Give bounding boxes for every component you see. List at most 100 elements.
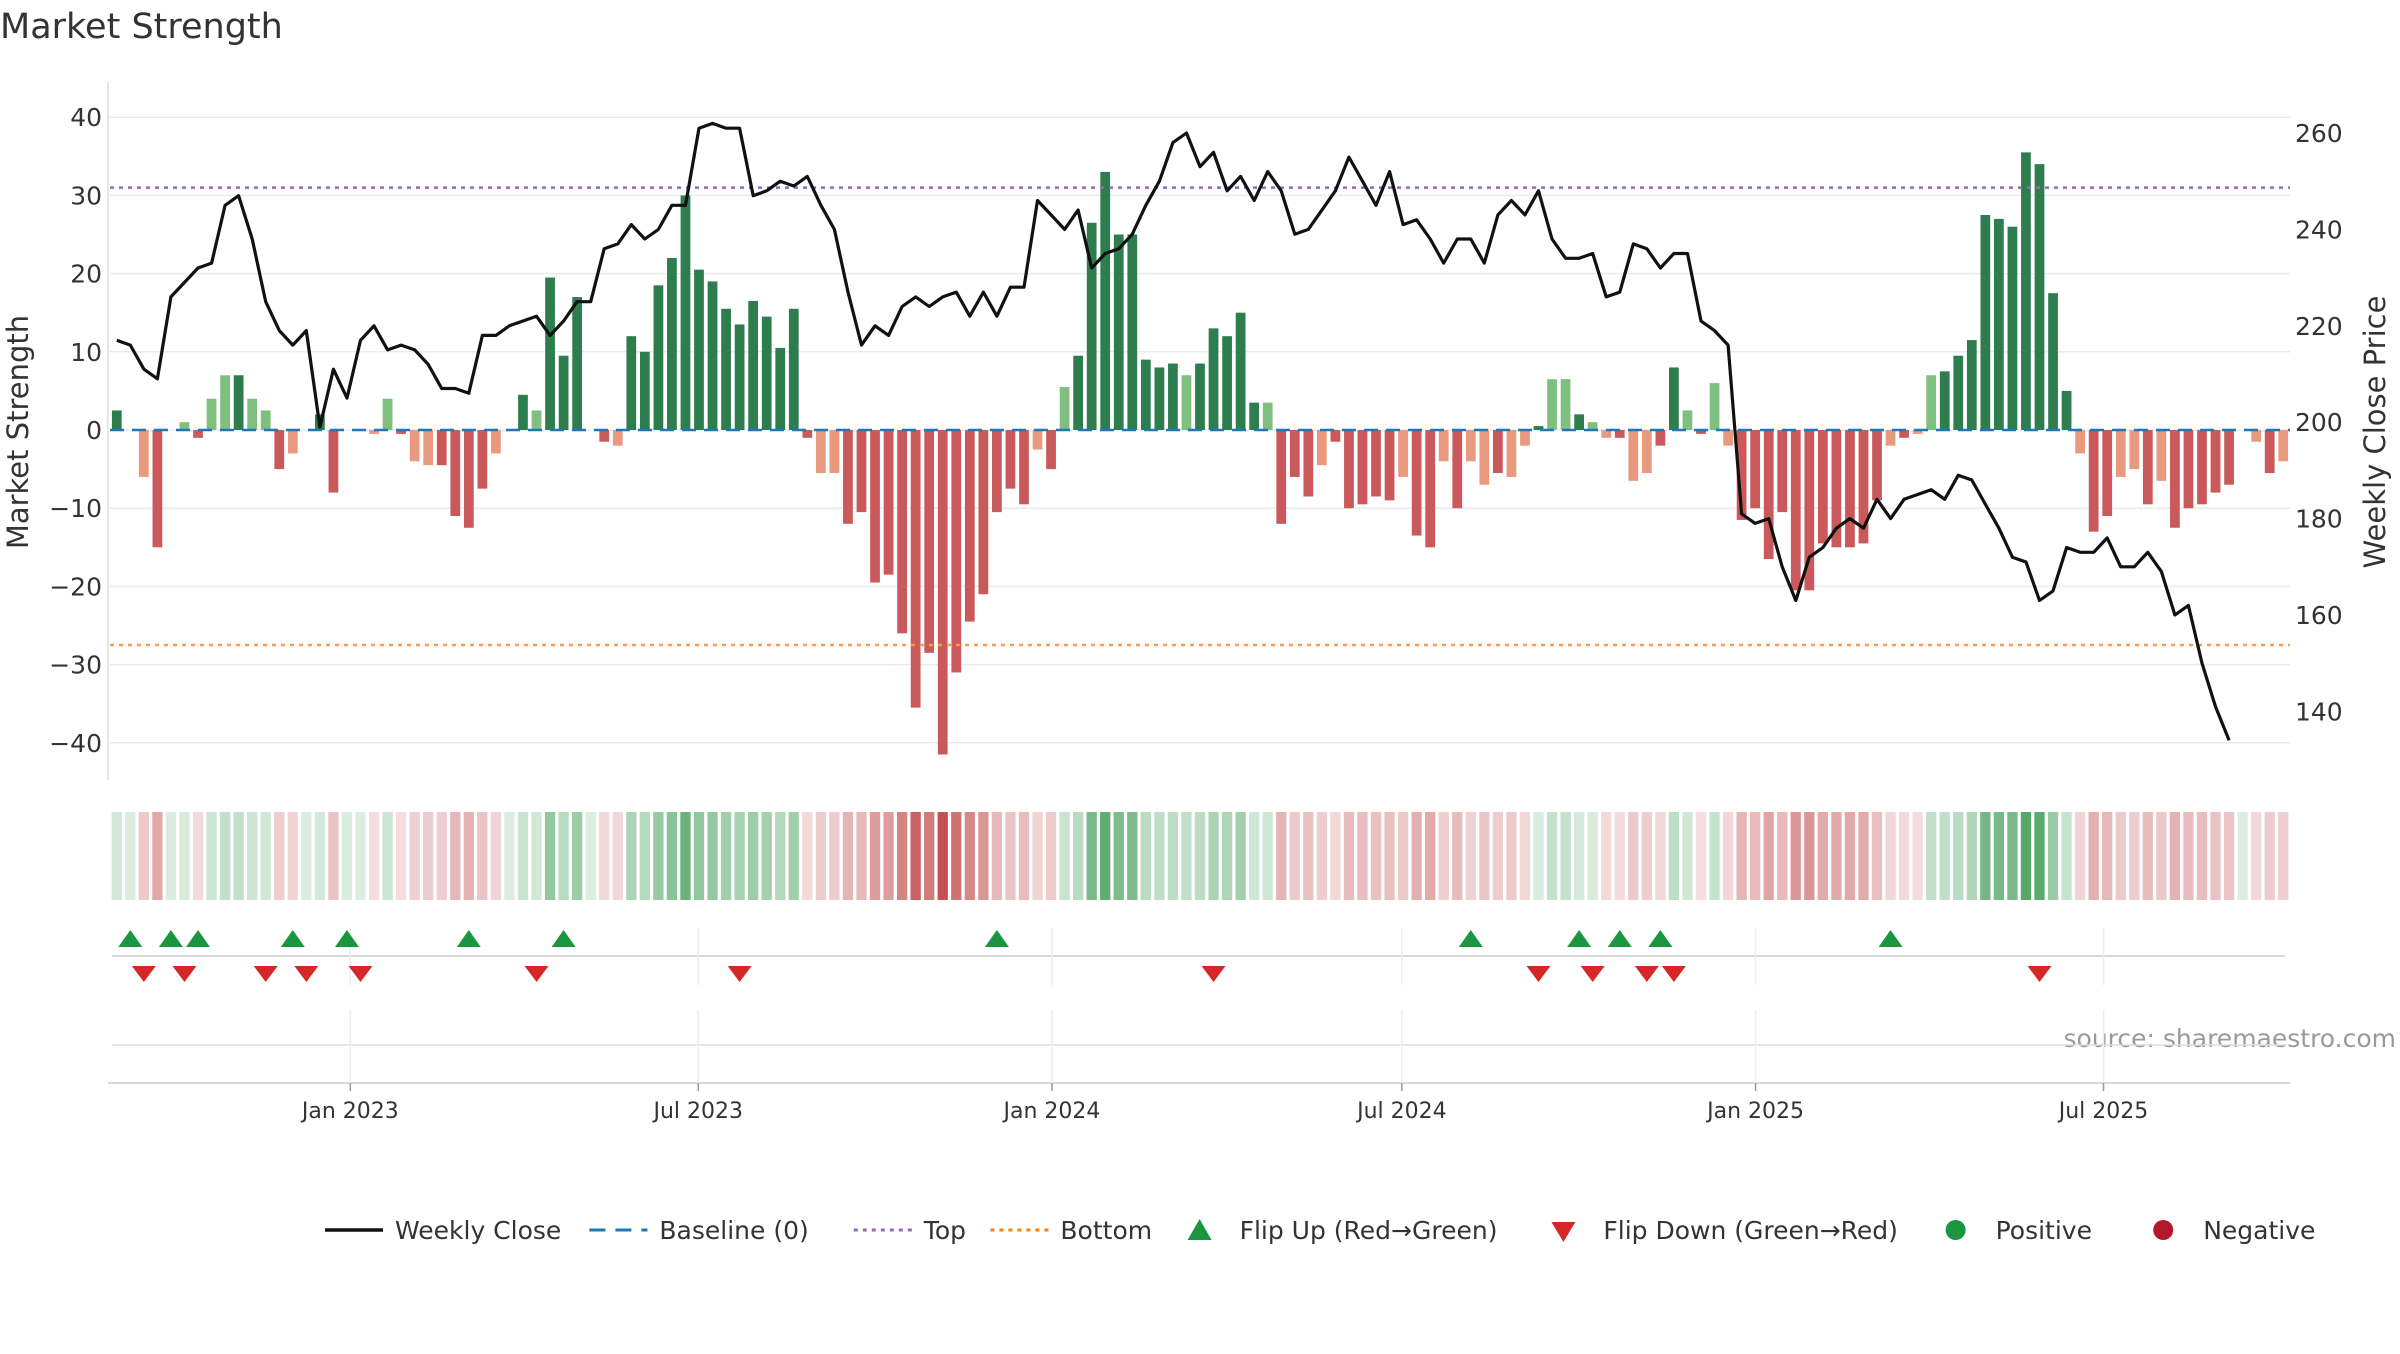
strength-bar [1140,359,1151,430]
strip-cell [1858,812,1869,900]
strength-bar [206,398,217,430]
y-tick-right: 220 [2295,312,2343,341]
strength-bar [1994,218,2004,430]
strength-bar [1316,430,1327,466]
strength-bar [680,195,691,430]
strength-bar [1344,430,1354,509]
y-tick-right: 180 [2295,505,2343,534]
strip-cell [1641,812,1652,900]
flip-up-marker [1878,930,1903,947]
strip-cell [1506,812,1517,900]
flip-up-marker [1607,930,1632,947]
strip-cell [2047,812,2059,900]
flip-down-marker [172,966,197,982]
strip-cell [1411,812,1422,900]
strength-bar [2115,430,2126,477]
strength-bar [450,430,461,517]
legend-label: Bottom [1060,1216,1152,1245]
strip-cell [1235,812,1246,900]
strength-bar [1587,422,1598,430]
strip-cell [964,812,975,900]
strength-bar [653,285,664,430]
x-axis-ticks: Jan 2023 Jul 2023 Jan 2024 Jul 2024 Jan 2025… [108,1010,2290,1124]
strength-bar [829,430,840,474]
strip-cell [869,812,881,900]
strip-cell [1668,812,1680,900]
legend-label: Positive [1996,1216,2092,1245]
strength-bar [1493,430,1503,474]
strip-cell [233,812,244,900]
strip-cell [2102,812,2113,900]
strength-bar [545,277,555,430]
strip-cell [1682,812,1693,900]
strip-cell [1736,812,1747,900]
strength-bar [2129,430,2140,470]
strength-bar [599,430,610,442]
strength-bar [1465,430,1476,462]
flip-down-marker [1661,966,1686,982]
strength-bar [1845,430,1855,548]
strength-bar [1032,430,1043,450]
strip-cell [1926,812,1937,900]
strip-cell [192,812,204,900]
strip-cell [1533,812,1544,900]
strip-cell [775,812,786,900]
strength-bar [2197,430,2207,505]
legend-item: Flip Up (Red→Green) [1187,1216,1498,1245]
strength-bars [111,152,2289,755]
strip-cell [951,812,962,900]
legend-label: Flip Up (Red→Green) [1240,1216,1498,1245]
strength-bar [2061,390,2072,430]
legend-label: Flip Down (Green→Red) [1603,1216,1898,1245]
strength-bar [1398,430,1408,477]
strength-bar [233,375,244,430]
strip-cell [1045,812,1057,900]
strip-cell [1100,812,1111,900]
strip-cell [1722,812,1734,900]
strength-bar [2224,430,2234,485]
strength-bar [1438,430,1449,462]
strength-bar [2102,430,2113,517]
strength-bar [1113,234,1124,430]
strength-bar [1980,214,1991,430]
strip-cell [125,812,136,900]
flip-down-marker [294,966,319,982]
strength-bar [1195,363,1205,430]
flip-down-marker [348,966,373,982]
strength-bar [463,430,474,528]
y-tick-right: 260 [2295,119,2343,148]
strip-cell [1492,812,1504,900]
strip-cell [382,812,393,900]
strength-bar [897,430,907,634]
strength-bar [1533,426,1544,430]
strength-bar [1520,430,1530,446]
flip-up-marker [1458,930,1483,947]
strip-cell [2061,812,2072,900]
strip-cell [612,812,623,900]
strip-cell [219,812,231,900]
strip-cell [206,812,217,900]
strip-cell [314,812,326,900]
strength-bar [1899,430,1909,438]
y-axis-ticks: 40 30 20 10 0 −10 −20 −30 −40 260 240 220 200 180 160 1… [49,103,2342,758]
strength-bar [1817,430,1828,544]
strip-cell [477,812,488,900]
strip-cell [2129,812,2140,900]
strip-cell [2237,812,2248,900]
threshold-lines [110,186,2290,647]
strength-bar [477,430,488,489]
y-tick-right: 240 [2295,215,2343,244]
flip-down-marker [131,966,156,982]
strip-cell [1005,812,1016,900]
strip-cell [368,812,380,900]
strength-bar [1249,402,1260,430]
strip-cell [815,812,827,900]
strip-cell [1465,812,1476,900]
strength-bar [1831,430,1842,548]
strip-cell [978,812,989,900]
strip-cell [1127,812,1138,900]
strength-bar [1330,430,1341,442]
strength-bar [978,430,989,595]
strip-cell [490,812,502,900]
